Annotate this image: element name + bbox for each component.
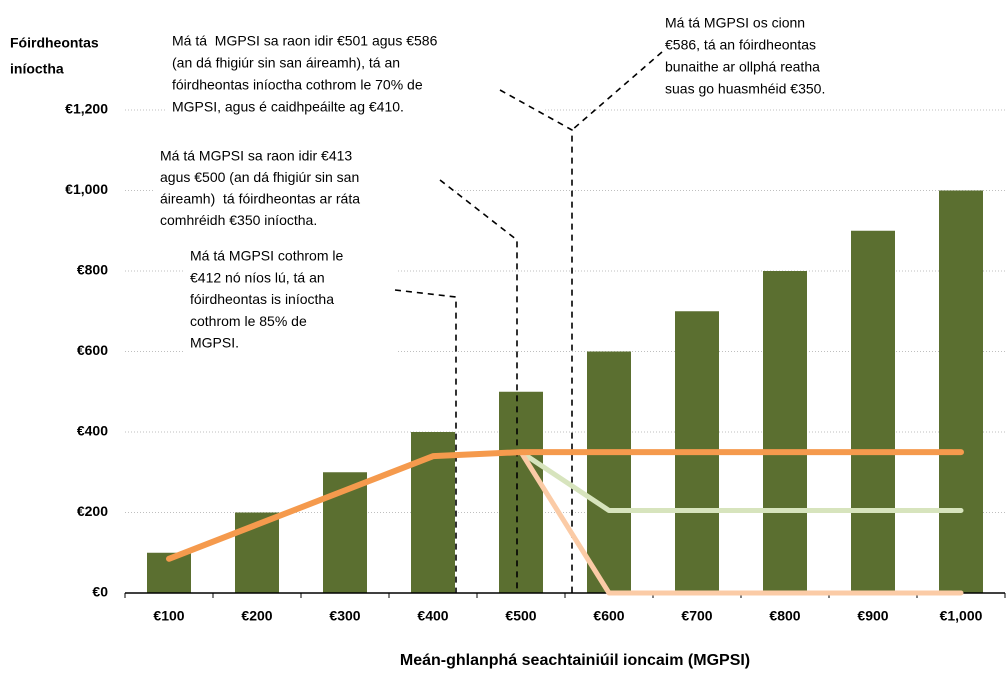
y-tick-label: €1,000 [65,181,108,197]
annotation-box [153,143,453,235]
y-tick-label: €200 [77,503,108,519]
x-tick-label: €900 [857,608,888,624]
annotation-text: cothrom le 85% de [190,313,307,329]
y-tick-label: €800 [77,262,108,278]
y-tick-label: €600 [77,342,108,358]
x-tick-label: €300 [329,608,360,624]
annotation-text: agus €500 (an dá fhigiúr sin san [160,169,359,185]
annotation-text: (an dá fhigiúr sin san áireamh), tá an [172,55,400,71]
x-tick-label: €500 [505,608,536,624]
annotation-text: €412 nó níos lú, tá an [190,269,325,285]
annotation-text: Má tá MGPSI os cionn [665,15,805,31]
bar [587,351,631,593]
annotation-text: fóirdheontas iníoctha cothrom le 70% de [172,77,423,93]
leader-line [394,289,457,593]
y-tick-label: €400 [77,423,108,439]
leader-line [499,89,573,593]
x-tick-label: €200 [241,608,272,624]
annotation-text: Má tá MGPSI sa raon idir €501 agus €586 [172,33,438,49]
annotation-text: suas go huasmhéid €350. [665,81,825,97]
annotation-text: MGPSI. [190,335,239,351]
y-tick-label: €1,200 [65,101,108,117]
x-tick-label: €700 [681,608,712,624]
bar [939,190,983,593]
annotation-box [658,10,898,104]
annotation-box [165,28,545,122]
y-axis-label: Fóirdheontas [10,35,99,51]
annotation-text: Má tá MGPSI cothrom le [190,248,343,264]
annotation-text: bunaithe ar ollphá reatha [665,59,820,75]
x-tick-label: €400 [417,608,448,624]
annotation-text: fóirdheontas is iníoctha [190,291,334,307]
x-tick-label: €800 [769,608,800,624]
line [166,449,964,562]
line [518,449,964,596]
bar [851,230,895,593]
annotation-text: comhréidh €350 iníoctha. [160,212,317,228]
annotation-text: MGPSI, agus é caidhpeáilte ag €410. [172,99,404,115]
x-axis-label: Meán-ghlanphá seachtainiúil ioncaim (MGP… [400,652,750,669]
y-tick-label: €0 [92,584,108,600]
annotation-text: áireamh) tá fóirdheontas ar ráta [160,191,360,207]
line [518,449,964,513]
x-tick-label: €600 [593,608,624,624]
annotation-box [183,243,398,358]
bar [763,271,807,593]
annotation-text: €586, tá an fóirdheontas [665,37,816,53]
bar [499,391,543,593]
x-tick-label: €100 [153,608,184,624]
leader-line [571,51,663,131]
y-axis-label: iníoctha [10,61,64,77]
annotation-text: Má tá MGPSI sa raon idir €413 [160,148,352,164]
leader-line [439,179,518,593]
x-tick-label: €1,000 [940,608,983,624]
